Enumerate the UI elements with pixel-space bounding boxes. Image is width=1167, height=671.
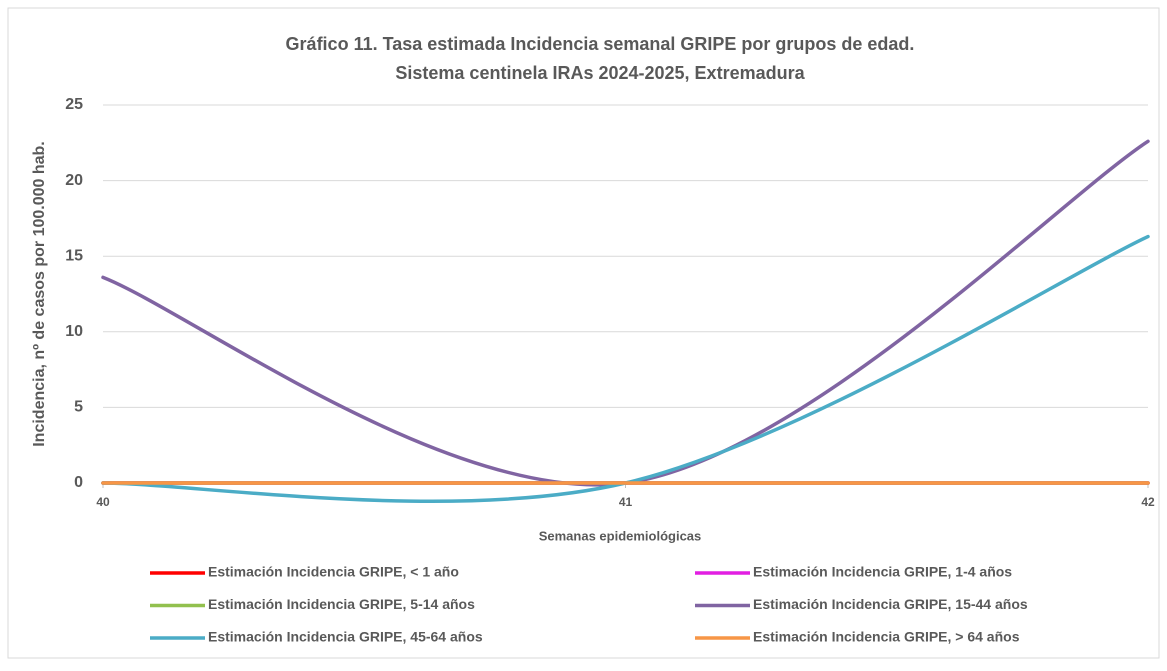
legend-label: Estimación Incidencia GRIPE, > 64 años xyxy=(753,629,1020,645)
x-axis-title: Semanas epidemiológicas xyxy=(539,528,702,543)
legend-label: Estimación Incidencia GRIPE, < 1 año xyxy=(208,564,459,580)
legend-label: Estimación Incidencia GRIPE, 45-64 años xyxy=(208,629,483,645)
legend-label: Estimación Incidencia GRIPE, 1-4 años xyxy=(753,564,1012,580)
legend-label: Estimación Incidencia GRIPE, 5-14 años xyxy=(208,596,475,612)
chart-subtitle: Sistema centinela IRAs 2024-2025, Extrem… xyxy=(395,63,805,83)
chart-title: Gráfico 11. Tasa estimada Incidencia sem… xyxy=(286,34,915,54)
y-tick-label: 25 xyxy=(65,96,83,113)
y-tick-label: 0 xyxy=(74,474,83,491)
y-tick-label: 20 xyxy=(65,172,83,189)
x-tick-label: 41 xyxy=(619,495,633,509)
y-axis-title: Incidencia, nº de casos por 100.000 hab. xyxy=(31,141,48,447)
y-tick-label: 5 xyxy=(74,399,83,416)
legend-label: Estimación Incidencia GRIPE, 15-44 años xyxy=(753,596,1028,612)
x-tick-label: 40 xyxy=(96,495,110,509)
y-tick-label: 15 xyxy=(65,247,83,264)
y-tick-label: 10 xyxy=(65,323,83,340)
x-tick-label: 42 xyxy=(1141,495,1155,509)
